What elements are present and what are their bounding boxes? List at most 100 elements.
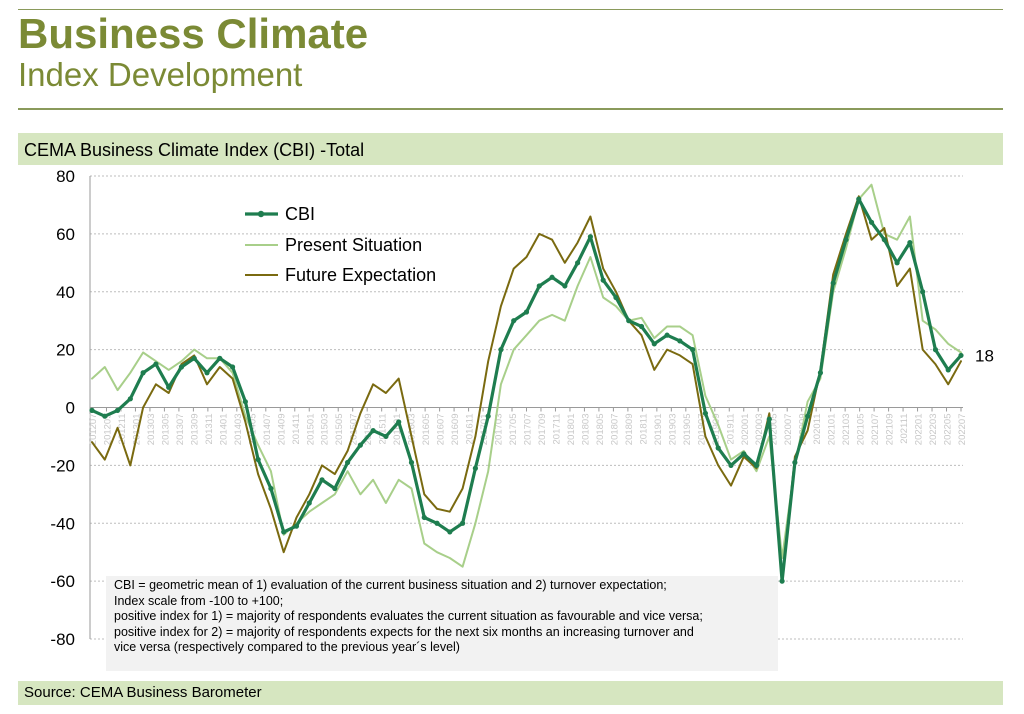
cbi-data-point [638, 323, 645, 330]
x-tick-label: 201211 [117, 414, 128, 445]
x-tick-label: 201311 [204, 414, 215, 445]
x-tick-label: 201709 [537, 414, 548, 446]
cbi-data-point [396, 419, 402, 425]
x-tick-label: 201703 [494, 414, 505, 446]
x-tick-label: 201901 [653, 414, 664, 446]
x-tick-label: 201501 [305, 414, 316, 446]
x-tick-label: 201411 [291, 414, 302, 445]
x-tick-label: 201301 [131, 414, 142, 446]
cbi-data-point [907, 239, 913, 246]
cbi-data-point [89, 407, 95, 413]
chart-title: CEMA Business Climate Index (CBI) -Total [24, 140, 365, 160]
cbi-data-point [587, 234, 593, 240]
cbi-data-point [204, 370, 210, 376]
cbi-data-point [166, 384, 172, 390]
cbi-data-point [229, 364, 236, 370]
x-tick-label: 202105 [856, 414, 867, 446]
x-tick-label: 201307 [175, 414, 186, 446]
cbi-data-point [613, 294, 619, 301]
header-divider [18, 108, 1003, 110]
note-line: positive index for 2) = majority of resp… [114, 624, 694, 639]
x-tick-label: 202103 [841, 414, 852, 446]
y-tick-label: 60 [56, 225, 75, 244]
cbi-data-point [677, 338, 683, 344]
y-axis: -80 -60 -40 -20 0 20 40 60 80 [50, 167, 91, 649]
cbi-data-point [523, 309, 530, 315]
cbi-data-point [690, 347, 696, 353]
cbi-data-point [741, 451, 747, 457]
x-tick-label: 202203 [928, 414, 939, 446]
y-tick-label: 0 [66, 399, 75, 418]
end-value-text: 18 [975, 346, 994, 365]
x-tick-label: 201707 [523, 414, 534, 446]
cbi-data-point [293, 523, 300, 529]
x-tick-label: 201303 [146, 414, 157, 446]
cbi-data-point [562, 283, 568, 289]
cbi-data-point [715, 445, 721, 451]
x-tick-label: 202109 [885, 414, 896, 446]
y-tick-label: -60 [50, 572, 75, 591]
cbi-data-point [344, 459, 351, 466]
chart-legend: CBI Present Situation Future Expectation [245, 204, 436, 285]
x-tick-label: 201811 [638, 414, 649, 445]
cbi-data-point [370, 428, 376, 434]
top-rule [18, 9, 1003, 10]
cbi-data-point [255, 456, 261, 463]
cbi-data-point [140, 370, 146, 376]
legend-label: Future Expectation [285, 265, 436, 285]
cbi-data-point [306, 500, 312, 506]
x-tick-label: 201801 [566, 414, 577, 446]
cbi-data-point [651, 341, 657, 347]
cbi-data-point [932, 347, 939, 353]
y-tick-label: 40 [56, 283, 75, 302]
source-text: Source: CEMA Business Barometer [24, 684, 262, 701]
legend-label: Present Situation [285, 235, 422, 255]
x-tick-label: 201903 [667, 414, 678, 446]
cbi-data-point [728, 462, 734, 468]
present-situation-line [91, 183, 962, 568]
x-tick-label: 201711 [551, 414, 562, 445]
cbi-data-point [178, 364, 185, 370]
x-tick-label: 202001 [740, 414, 751, 446]
note-line: CBI = geometric mean of 1) evaluation of… [114, 578, 667, 592]
cbi-data-point [408, 459, 415, 466]
x-tick-label: 202201 [914, 414, 925, 446]
cbi-data-point [447, 529, 453, 535]
x-tick-label: 202111 [899, 414, 910, 444]
x-tick-label: 201605 [421, 414, 432, 446]
cbi-data-point [332, 485, 338, 492]
cbi-data-point [153, 361, 159, 367]
cbi-data-point [319, 477, 325, 483]
cbi-data-point [830, 280, 836, 286]
x-tick-label: 201803 [580, 414, 591, 446]
x-tick-label: 201607 [436, 414, 447, 446]
cbi-data-point [460, 520, 466, 526]
cbi-data-point [549, 274, 555, 280]
cbi-data-point [383, 433, 389, 440]
cbi-data-point [281, 529, 287, 535]
cbi-data-point [357, 442, 363, 448]
x-tick-label: 201705 [508, 414, 519, 446]
cbi-data-point [856, 196, 862, 202]
cbi-data-point [753, 462, 760, 468]
cbi-data-point [114, 407, 121, 413]
x-tick-label: 202207 [957, 414, 968, 446]
chart-title-band [18, 133, 1003, 165]
x-tick-label: 202003 [754, 414, 765, 446]
x-tick-label: 202205 [943, 414, 954, 446]
cbi-data-point [779, 578, 785, 584]
cbi-data-point [817, 370, 824, 376]
cbi-data-point [472, 465, 478, 471]
page-title: Business Climate [18, 10, 369, 57]
cbi-data-point [127, 396, 133, 402]
cbi-data-point [702, 410, 709, 416]
cbi-data-point [485, 413, 491, 419]
cbi-data-point [792, 459, 798, 466]
note-line: vice versa (respectively compared to the… [114, 640, 460, 655]
y-tick-label: 20 [56, 341, 75, 360]
cbi-data-point [958, 352, 964, 359]
x-tick-label: 201603 [407, 414, 418, 446]
y-tick-label: 80 [56, 167, 75, 186]
x-tick-label: 201401 [218, 414, 229, 446]
x-tick-label: 202011 [812, 414, 823, 445]
